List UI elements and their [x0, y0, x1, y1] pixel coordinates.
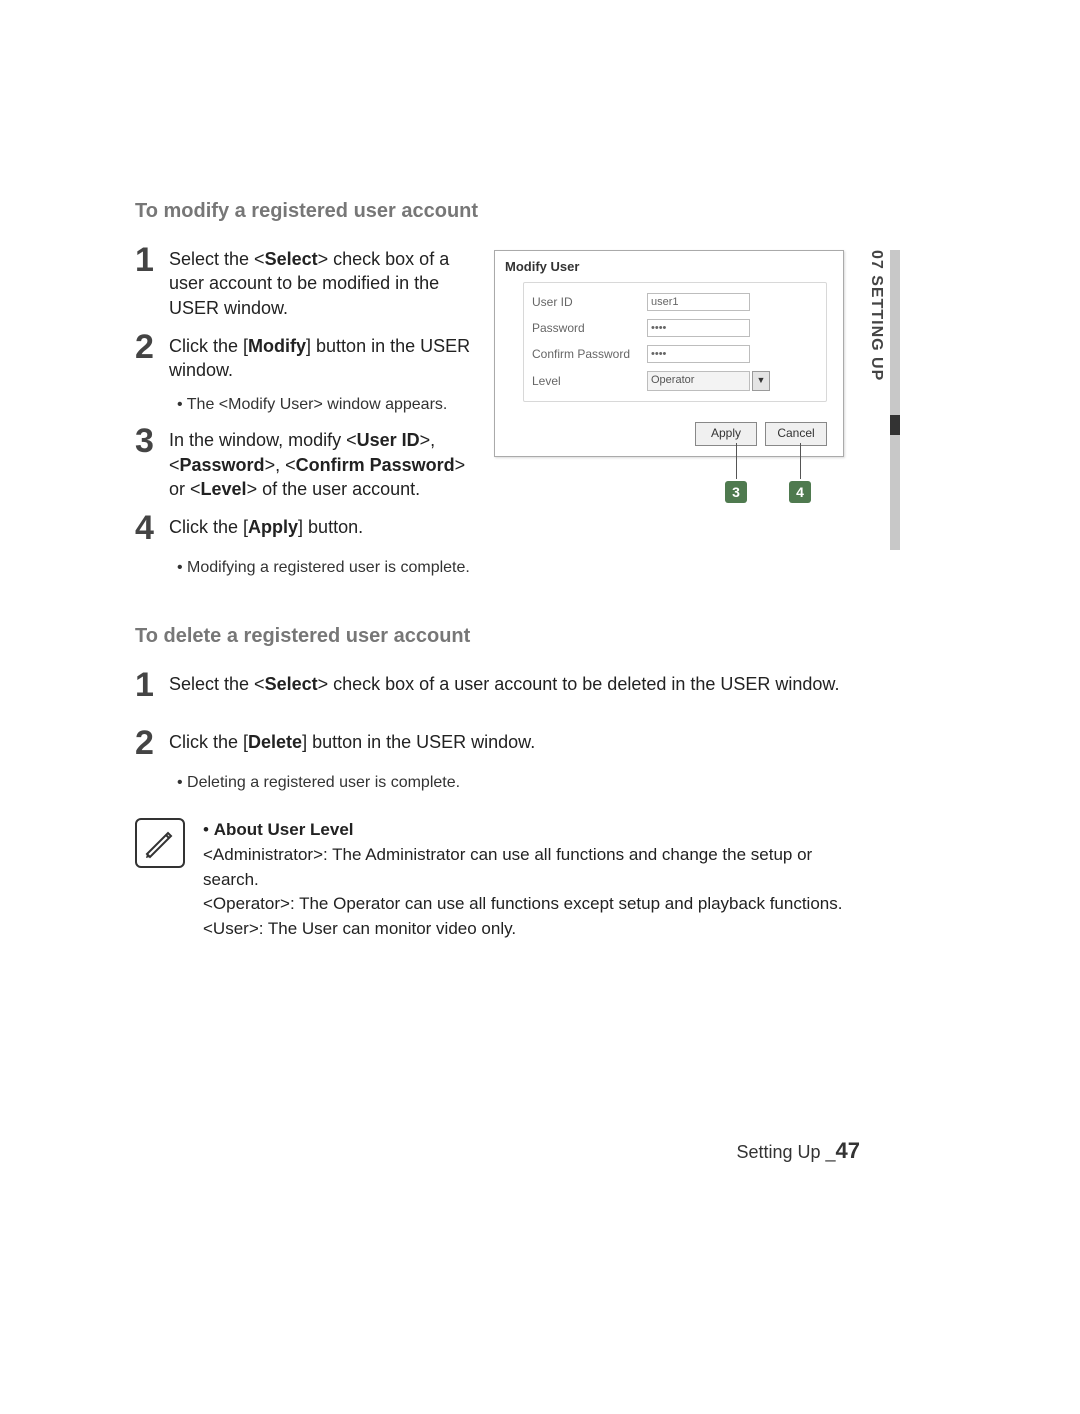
text-fragment: Select the < — [169, 249, 265, 269]
step-number: 2 — [135, 330, 169, 364]
note-heading: About User Level — [214, 820, 354, 839]
step-text: Select the <Select> check box of a user … — [169, 672, 839, 696]
note-icon — [135, 818, 185, 868]
text-bold: Select — [265, 674, 318, 694]
note-line: <User>: The User can monitor video only. — [203, 917, 855, 942]
userid-input[interactable]: user1 — [647, 293, 750, 311]
text-bold: Modify — [248, 336, 306, 356]
text-fragment: ] button. — [298, 517, 363, 537]
callouts: 3 4 — [494, 461, 844, 521]
text-bold: Select — [265, 249, 318, 269]
apply-button[interactable]: Apply — [695, 422, 757, 446]
modify-user-dialog-figure: Modify User User ID user1 Password •••• … — [494, 250, 844, 521]
text-fragment: Select the < — [169, 674, 265, 694]
step-subtext: Modifying a registered user is complete. — [177, 559, 877, 577]
page-number: 47 — [836, 1138, 860, 1163]
text-bold: User ID — [357, 430, 420, 450]
footer-text: Setting Up _ — [736, 1142, 835, 1162]
callout-line — [736, 443, 737, 479]
callout-line — [800, 443, 801, 479]
confirm-password-label: Confirm Password — [532, 347, 647, 361]
page-footer: Setting Up _47 — [736, 1138, 860, 1164]
section-title-delete: To delete a registered user account — [135, 625, 950, 648]
step-number: 1 — [135, 668, 169, 702]
text-fragment: > of the user account. — [247, 479, 421, 499]
text-fragment: In the window, modify < — [169, 430, 357, 450]
confirm-password-input[interactable]: •••• — [647, 345, 750, 363]
section-title-modify: To modify a registered user account — [135, 200, 950, 223]
chapter-side-tab: 07 SETTING UP — [867, 250, 885, 381]
bullet: • — [203, 820, 214, 839]
step-text: In the window, modify <User ID >, <Passwo… — [169, 428, 475, 501]
level-label: Level — [532, 374, 647, 388]
side-stripe-light — [890, 250, 900, 550]
step-number: 2 — [135, 726, 169, 760]
chevron-down-icon[interactable]: ▼ — [752, 371, 770, 391]
text-bold: Delete — [248, 732, 302, 752]
text-fragment: Click the [ — [169, 336, 248, 356]
step-number: 3 — [135, 424, 169, 458]
step-number: 4 — [135, 511, 169, 545]
dialog-body: User ID user1 Password •••• Confirm Pass… — [523, 282, 827, 402]
callout-number: 3 — [725, 481, 747, 503]
callout-number: 4 — [789, 481, 811, 503]
step-text: Click the [Modify] button in the USER wi… — [169, 334, 475, 383]
text-fragment: > check box of a user account to be dele… — [318, 674, 840, 694]
dialog-title: Modify User — [495, 251, 843, 278]
step-subtext: Deleting a registered user is complete. — [177, 774, 877, 792]
step-text: Select the <Select> check box of a user … — [169, 247, 475, 320]
text-fragment: ] button in the USER window. — [302, 732, 535, 752]
level-select[interactable]: Operator — [647, 371, 750, 391]
step-text: Click the [Delete] button in the USER wi… — [169, 730, 535, 754]
text-bold: Confirm Password — [296, 455, 455, 475]
side-stripe-dark — [890, 415, 900, 435]
cancel-button[interactable]: Cancel — [765, 422, 827, 446]
text-bold: Apply — [248, 517, 298, 537]
password-label: Password — [532, 321, 647, 335]
step-text: Click the [Apply] button. — [169, 515, 363, 539]
text-fragment: >, < — [265, 455, 296, 475]
note-line: <Operator>: The Operator can use all fun… — [203, 892, 855, 917]
userid-label: User ID — [532, 295, 647, 309]
password-input[interactable]: •••• — [647, 319, 750, 337]
text-fragment: Click the [ — [169, 517, 248, 537]
text-fragment: Click the [ — [169, 732, 248, 752]
text-bold: Password — [180, 455, 265, 475]
note-line: <Administrator>: The Administrator can u… — [203, 843, 855, 892]
step-number: 1 — [135, 243, 169, 277]
text-bold: Level — [201, 479, 247, 499]
note-block: • About User Level <Administrator>: The … — [135, 818, 855, 941]
modify-user-dialog: Modify User User ID user1 Password •••• … — [494, 250, 844, 457]
